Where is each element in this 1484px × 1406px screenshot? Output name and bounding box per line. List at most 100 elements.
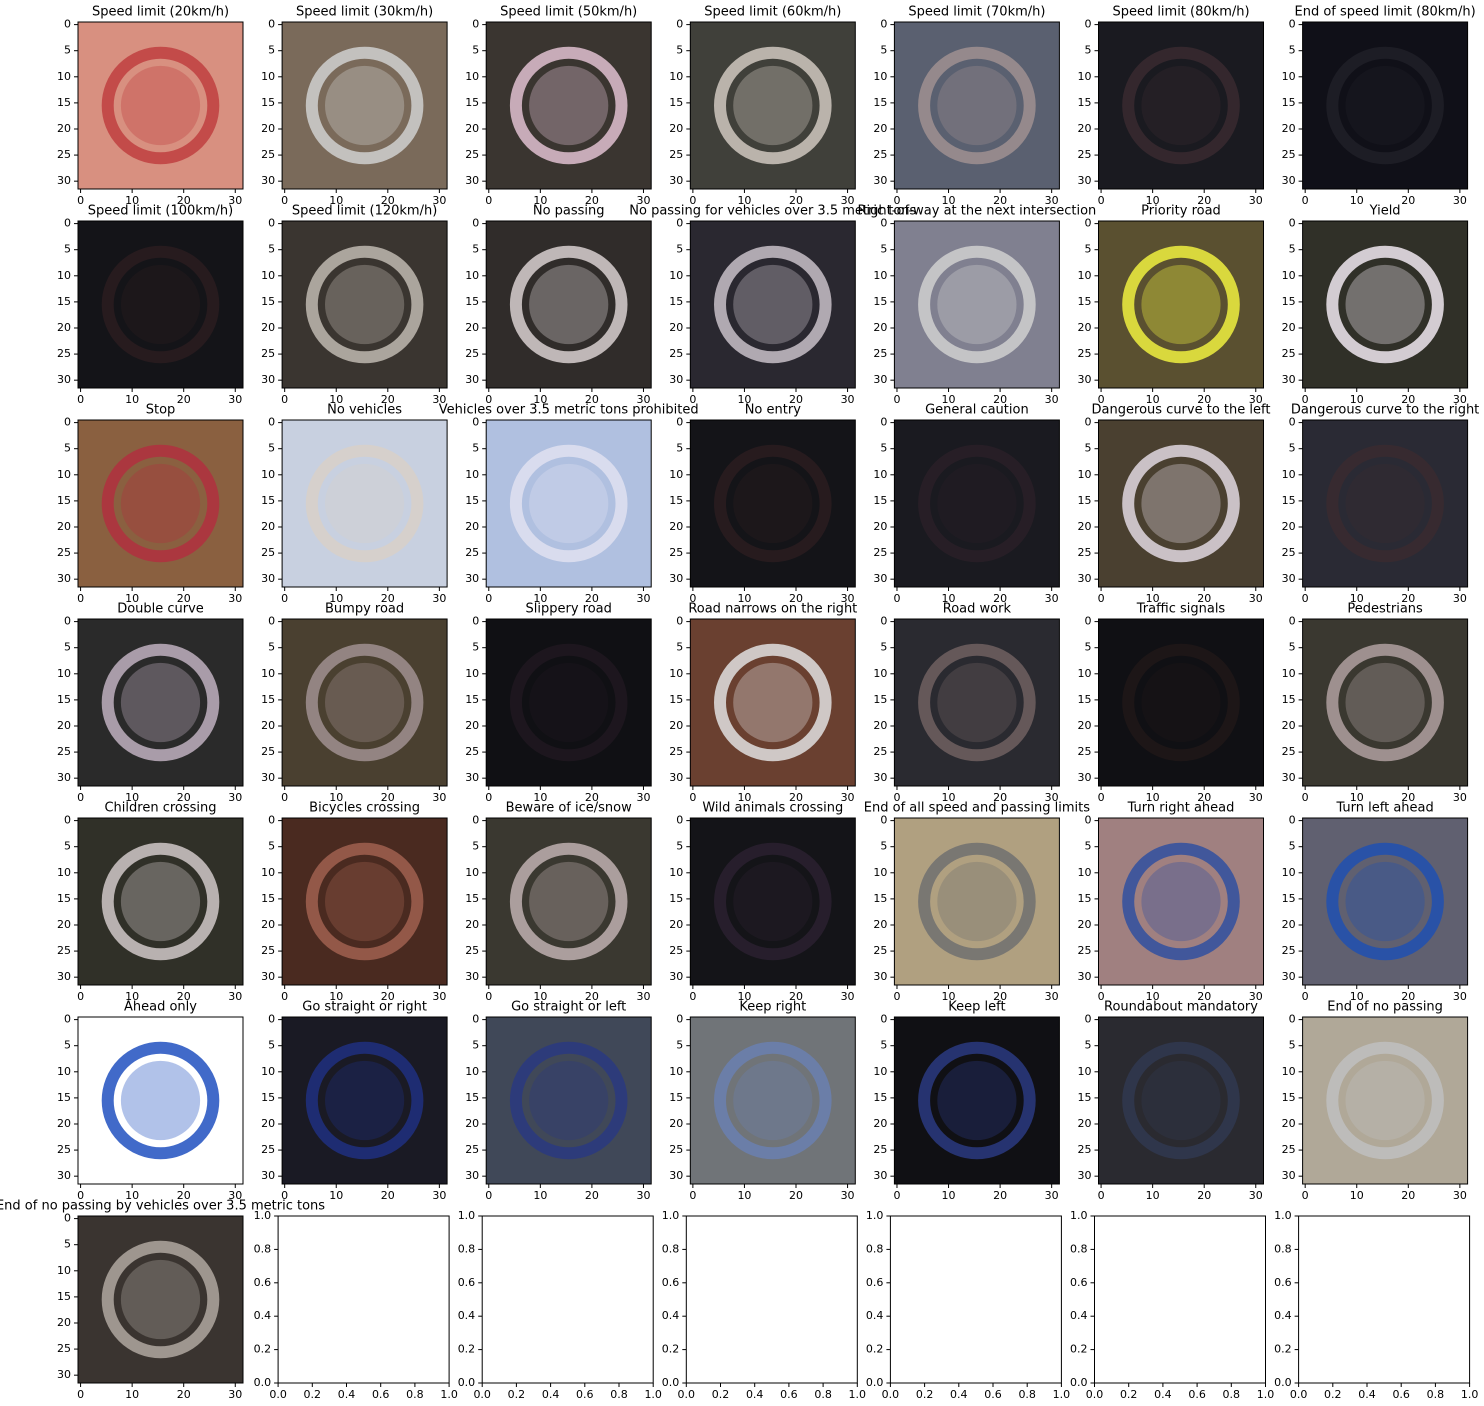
y-tick-label: 20 bbox=[1078, 719, 1092, 732]
panel-title: Speed limit (100km/h) bbox=[88, 204, 233, 219]
y-tick-label: 0 bbox=[676, 18, 683, 31]
panel-title: Beware of ice/snow bbox=[506, 801, 632, 816]
y-tick-label: 20 bbox=[669, 918, 683, 931]
y-tick-label: 10 bbox=[465, 269, 479, 282]
y-tick-label: 10 bbox=[261, 70, 275, 83]
sign bbox=[509, 444, 628, 563]
sign-face bbox=[325, 1060, 405, 1141]
y-tick-label: 15 bbox=[465, 96, 479, 109]
y-tick-label: 20 bbox=[1078, 1117, 1092, 1130]
x-tick-label: 10 bbox=[737, 393, 751, 406]
x-tick-label: 0 bbox=[893, 791, 900, 804]
y-tick-label: 0 bbox=[472, 18, 479, 31]
y-tick-label: 10 bbox=[1282, 667, 1296, 680]
y-tick-label: 30 bbox=[873, 373, 887, 386]
axes-frame bbox=[893, 1016, 1060, 1185]
x-tick-label: 0.8 bbox=[1223, 1388, 1241, 1401]
x-tick-label: 0 bbox=[1302, 592, 1309, 605]
y-tick-label: 20 bbox=[465, 719, 479, 732]
y-tick-label: 30 bbox=[57, 572, 71, 585]
axes-frame bbox=[485, 21, 652, 190]
x-tick-label: 0.8 bbox=[406, 1388, 424, 1401]
y-tick-label: 10 bbox=[669, 667, 683, 680]
y-tick-label: 30 bbox=[261, 970, 275, 983]
axes-frame bbox=[77, 220, 244, 389]
x-tick-label: 20 bbox=[1401, 592, 1415, 605]
y-tick-label: 20 bbox=[57, 719, 71, 732]
x-tick-label: 10 bbox=[329, 1189, 343, 1202]
y-tick-label: 10 bbox=[873, 1065, 887, 1078]
y-tick-label: 25 bbox=[669, 1143, 683, 1156]
y-tick-label: 15 bbox=[1078, 494, 1092, 507]
y-tick-label: 30 bbox=[57, 771, 71, 784]
y-tick-label: 15 bbox=[465, 892, 479, 905]
x-tick-label: 0.0 bbox=[678, 1388, 696, 1401]
x-tick-label: 0.6 bbox=[1188, 1388, 1206, 1401]
y-tick-label: 0.2 bbox=[1274, 1343, 1292, 1356]
x-tick-label: 10 bbox=[125, 990, 139, 1003]
y-tick-label: 30 bbox=[1078, 373, 1092, 386]
y-tick-label: 5 bbox=[880, 641, 887, 654]
y-tick-label: 10 bbox=[465, 1065, 479, 1078]
sign-face bbox=[325, 662, 405, 743]
sign-face bbox=[733, 264, 813, 345]
y-tick-label: 25 bbox=[873, 1143, 887, 1156]
axes-frame bbox=[689, 618, 856, 787]
y-tick-label: 5 bbox=[268, 840, 275, 853]
sign-face bbox=[1141, 861, 1221, 942]
axes-frame bbox=[281, 21, 448, 190]
x-tick-label: 0 bbox=[1302, 990, 1309, 1003]
sign bbox=[714, 46, 832, 165]
y-tick-label: 5 bbox=[1085, 442, 1092, 455]
y-tick-label: 10 bbox=[1282, 468, 1296, 481]
y-tick-label: 20 bbox=[1078, 918, 1092, 931]
y-tick-label: 10 bbox=[1078, 1065, 1092, 1078]
x-tick-label: 20 bbox=[789, 990, 803, 1003]
y-tick-label: 15 bbox=[57, 96, 71, 109]
x-tick-label: 30 bbox=[1045, 990, 1059, 1003]
axes-frame bbox=[1302, 618, 1469, 787]
axes-frame bbox=[1302, 220, 1469, 389]
y-tick-label: 20 bbox=[1078, 321, 1092, 334]
sign-face bbox=[937, 65, 1017, 146]
y-tick-label: 25 bbox=[1078, 347, 1092, 360]
y-tick-label: 0 bbox=[472, 1013, 479, 1026]
x-tick-label: 20 bbox=[177, 194, 191, 207]
axes-frame bbox=[485, 1016, 652, 1185]
x-tick-label: 0 bbox=[1302, 1189, 1309, 1202]
x-tick-label: 0 bbox=[893, 990, 900, 1003]
y-tick-label: 30 bbox=[1078, 174, 1092, 187]
y-tick-label: 0.0 bbox=[1070, 1376, 1088, 1389]
y-tick-label: 5 bbox=[64, 1039, 71, 1052]
y-tick-label: 5 bbox=[472, 442, 479, 455]
axes-frame bbox=[77, 21, 244, 190]
y-tick-label: 10 bbox=[669, 468, 683, 481]
axes-frame bbox=[1302, 817, 1469, 986]
y-tick-label: 0 bbox=[64, 814, 71, 827]
x-tick-label: 20 bbox=[585, 393, 599, 406]
y-tick-label: 0.0 bbox=[458, 1376, 476, 1389]
y-tick-label: 30 bbox=[1282, 174, 1296, 187]
y-tick-label: 30 bbox=[465, 771, 479, 784]
x-tick-label: 10 bbox=[125, 592, 139, 605]
x-tick-label: 20 bbox=[1401, 791, 1415, 804]
y-tick-label: 1.0 bbox=[1070, 1209, 1088, 1222]
y-tick-label: 25 bbox=[261, 745, 275, 758]
x-tick-label: 10 bbox=[1350, 393, 1364, 406]
y-tick-label: 20 bbox=[465, 918, 479, 931]
y-tick-label: 15 bbox=[1282, 295, 1296, 308]
x-tick-label: 0.2 bbox=[712, 1388, 730, 1401]
y-tick-label: 15 bbox=[57, 1091, 71, 1104]
y-tick-label: 0.0 bbox=[254, 1376, 272, 1389]
y-tick-label: 25 bbox=[873, 745, 887, 758]
sign-face bbox=[1345, 463, 1425, 544]
y-tick-label: 0.8 bbox=[1274, 1242, 1292, 1255]
sign-face bbox=[1345, 65, 1425, 146]
x-tick-label: 0.6 bbox=[576, 1388, 594, 1401]
y-tick-label: 0 bbox=[268, 1013, 275, 1026]
x-tick-label: 0.8 bbox=[1018, 1388, 1036, 1401]
y-tick-label: 5 bbox=[64, 44, 71, 57]
y-tick-label: 0.6 bbox=[254, 1276, 272, 1289]
empty-axes bbox=[1094, 1215, 1266, 1384]
y-tick-label: 0 bbox=[64, 1013, 71, 1026]
